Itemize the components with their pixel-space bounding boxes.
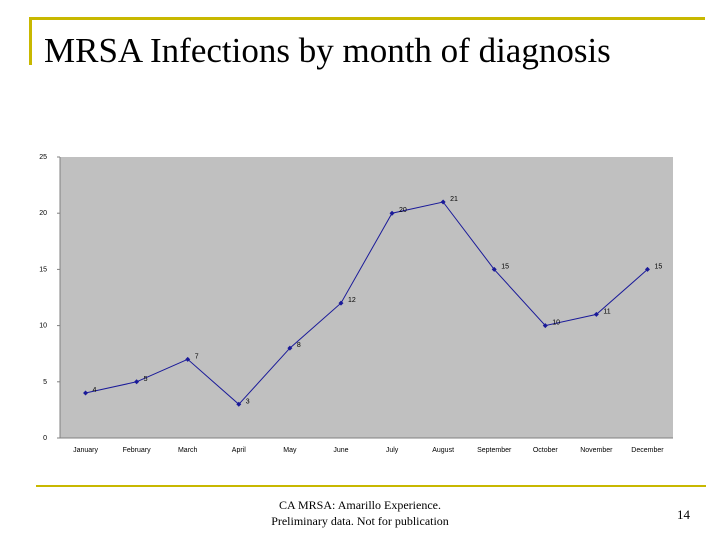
data-point bbox=[491, 266, 497, 272]
footer-rule bbox=[36, 485, 706, 487]
x-tick-label: June bbox=[333, 447, 348, 454]
footer-note: CA MRSA: Amarillo Experience. Preliminar… bbox=[230, 497, 490, 529]
data-label: 21 bbox=[450, 196, 458, 203]
y-tick-label: 25 bbox=[39, 154, 47, 161]
y-tick-label: 15 bbox=[39, 266, 47, 273]
x-tick-label: July bbox=[386, 447, 399, 454]
x-axis-ticks: January February March April May June July Augu… bbox=[73, 447, 664, 454]
x-tick-label: August bbox=[432, 447, 454, 454]
data-label: 20 bbox=[399, 207, 407, 214]
data-point bbox=[236, 401, 242, 407]
data-label: 15 bbox=[501, 263, 509, 270]
y-tick-label: 5 bbox=[43, 379, 47, 386]
data-label: 11 bbox=[603, 308, 610, 315]
x-tick-label: April bbox=[232, 447, 246, 454]
data-label: 8 bbox=[297, 342, 301, 349]
data-point bbox=[542, 323, 548, 329]
data-point bbox=[338, 300, 344, 306]
x-tick-label: February bbox=[123, 447, 152, 454]
y-tick-label: 0 bbox=[43, 435, 47, 442]
data-point bbox=[389, 210, 395, 216]
footer-line-2: Preliminary data. Not for publication bbox=[271, 514, 449, 528]
x-tick-label: September bbox=[477, 447, 512, 454]
data-label: 3 bbox=[246, 398, 250, 405]
data-label: 5 bbox=[144, 376, 148, 383]
data-point bbox=[440, 199, 446, 205]
data-points bbox=[83, 199, 650, 407]
data-label: 15 bbox=[654, 263, 662, 270]
data-point bbox=[644, 266, 650, 272]
data-label: 7 bbox=[195, 353, 199, 360]
x-tick-label: October bbox=[533, 447, 559, 454]
x-tick-label: March bbox=[178, 447, 198, 454]
data-point bbox=[83, 390, 89, 396]
series-line bbox=[85, 201, 648, 406]
footer-line-1: CA MRSA: Amarillo Experience. bbox=[279, 498, 441, 512]
y-axis-ticks: 0 5 10 15 20 25 bbox=[39, 154, 60, 442]
x-tick-label: January bbox=[73, 447, 98, 454]
y-tick-label: 10 bbox=[39, 323, 47, 330]
data-point bbox=[593, 311, 599, 317]
data-label: 12 bbox=[348, 297, 356, 304]
title-accent-bar-left bbox=[29, 17, 32, 65]
data-point bbox=[287, 345, 293, 351]
slide-title: MRSA Infections by month of diagnosis bbox=[44, 31, 611, 70]
data-label: 4 bbox=[93, 387, 97, 394]
x-tick-label: December bbox=[631, 447, 664, 454]
data-point bbox=[134, 379, 140, 385]
x-tick-label: November bbox=[580, 447, 613, 454]
plot-area bbox=[60, 157, 673, 438]
title-accent-bar-top bbox=[32, 17, 705, 20]
x-tick-label: May bbox=[283, 447, 297, 454]
page-number: 14 bbox=[677, 507, 690, 522]
data-label: 10 bbox=[552, 320, 560, 327]
y-tick-label: 20 bbox=[39, 210, 47, 217]
data-labels: 4 5 7 3 8 12 20 21 15 10 11 15 bbox=[93, 196, 663, 405]
data-point bbox=[185, 356, 191, 362]
